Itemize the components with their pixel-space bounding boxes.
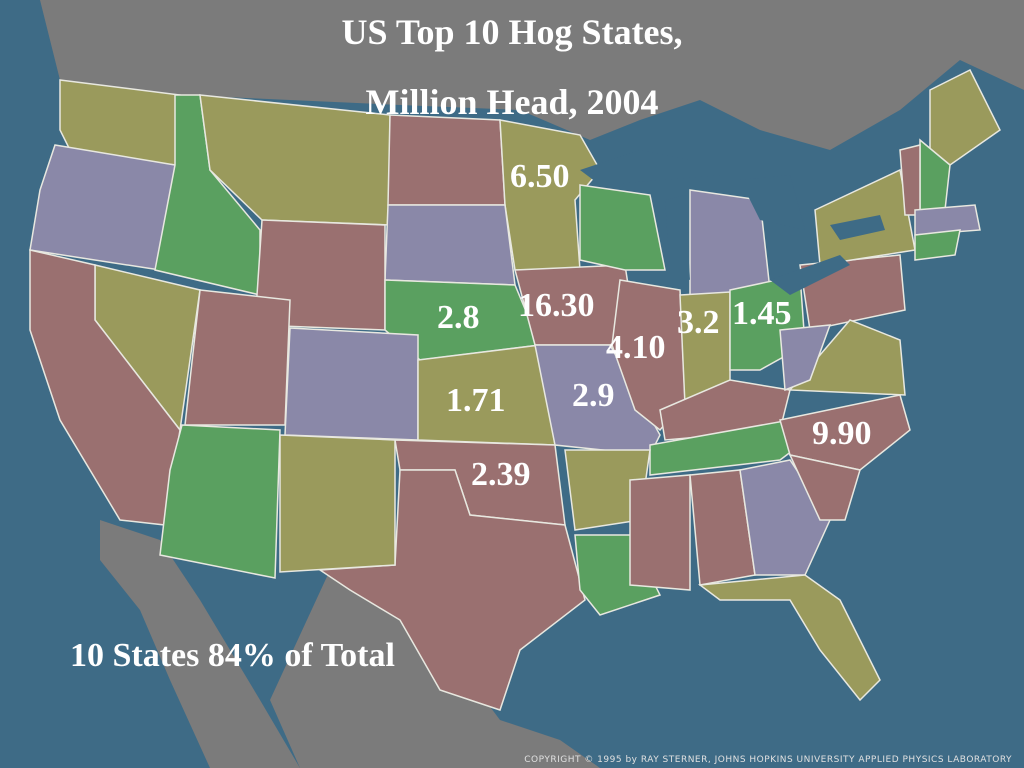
state-value: 9.90 bbox=[812, 415, 872, 452]
state-labels: 6.50 2.8 16.30 4.10 3.2 1.45 1.71 2.9 9.… bbox=[437, 158, 872, 493]
state-value: 2.8 bbox=[437, 299, 480, 336]
footnote: 10 States 84% of Total bbox=[70, 637, 395, 674]
state-value: 16.30 bbox=[518, 287, 595, 324]
great-lakes bbox=[580, 150, 885, 295]
states bbox=[29, 68, 1001, 711]
state-value: 2.9 bbox=[572, 377, 615, 414]
state-value: 4.10 bbox=[606, 329, 666, 366]
state-value: 6.50 bbox=[510, 158, 570, 195]
state-value: 1.45 bbox=[732, 295, 792, 332]
copyright: COPYRIGHT © 1995 by RAY STERNER, JOHNS H… bbox=[524, 755, 1012, 765]
state-value: 2.39 bbox=[471, 456, 531, 493]
title-line: US Top 10 Hog States, bbox=[341, 12, 682, 52]
state-value: 1.71 bbox=[446, 382, 506, 419]
state-value: 3.2 bbox=[677, 304, 720, 341]
title-line: Million Head, 2004 bbox=[365, 82, 658, 122]
